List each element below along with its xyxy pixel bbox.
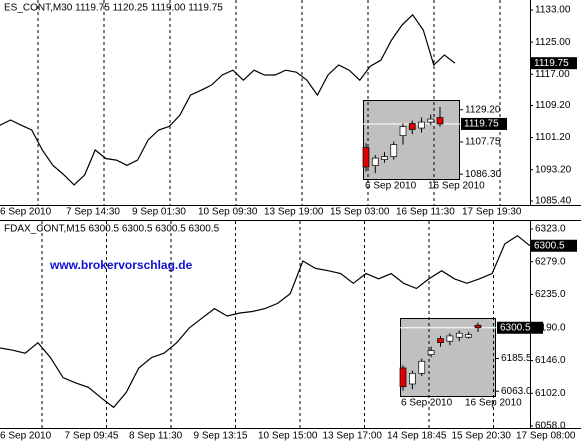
y-tick-label: 6185.5 [501,353,532,364]
candle-body [371,157,379,166]
candle-body [474,324,482,329]
y-tick-label: 6190.0 [535,323,566,334]
candle-body [381,156,388,160]
inset-panel [400,318,496,397]
x-tick-label: 6 Sep 2010 [365,181,417,192]
y-tick-label: 1093.20 [535,164,572,175]
x-tick-label: 8 Sep 11:30 [129,431,183,442]
y-tick-label: 1101.20 [535,132,571,143]
candle-body [437,338,444,343]
x-tick-label: 17 Sep 19:30 [462,207,522,218]
y-tick-label: 6323.0 [535,224,566,235]
candle-body [465,334,472,338]
x-tick-label: 6 Sep 2010 [0,207,52,218]
x-tick-label: 16 Sep 2010 [465,398,522,409]
candle-body [408,123,416,130]
x-tick-label: 13 Sep 19:00 [264,207,324,218]
x-tick-label: 9 Sep 01:30 [132,207,186,218]
x-tick-label: 10 Sep 15:00 [258,431,318,442]
x-tick-label: 6 Sep 2010 [0,431,52,442]
price-line [0,13,456,186]
candle-body [418,360,426,374]
y-tick-label: 1107.75 [465,137,501,148]
x-tick-label: 10 Sep 09:30 [198,207,258,218]
last-price-label: 6300.5 [500,322,531,333]
price-line [0,234,531,409]
x-tick-label: 15 Sep 03:00 [330,207,390,218]
candle-body [455,332,463,338]
x-tick-label: 7 Sep 14:30 [66,207,120,218]
y-tick-label: 1125.00 [535,37,571,48]
candle-body [418,121,425,129]
y-tick-label: 6146.0 [535,355,566,366]
y-tick-label: 1133.00 [535,5,571,16]
x-tick-label: 6 Sep 2010 [401,398,453,409]
candle-body [399,126,407,136]
last-price-label: 1119.75 [534,58,569,69]
watermark: www.brokervorschlag.de [49,258,193,272]
x-tick-label: 16 Sep 2010 [428,181,485,192]
candle-body [362,147,370,168]
candle-body [399,367,407,388]
y-tick-label: 1085.40 [535,196,572,207]
y-tick-label: 1129.20 [465,104,501,115]
chart-title: FDAX_CONT,M15 6300.5 6300.5 6300.5 6300.… [4,224,220,235]
chart-title: ES_CONT,M30 1119.75 1120.25 1119.00 1119… [4,3,223,14]
last-price-box [531,57,577,70]
y-tick-label: 6235.0 [535,289,566,300]
y-tick-label: 1117.00 [535,69,570,80]
last-price-box [497,321,543,334]
candle-body [436,117,444,125]
candle-body [427,350,435,355]
inset-panel [363,100,460,180]
candle-body [409,372,416,385]
last-price-box [461,117,507,130]
candle-body [446,335,454,342]
x-tick-label: 17 Sep 08:00 [516,431,576,442]
candle-body [427,118,435,123]
last-price-box [531,239,577,252]
y-tick-label: 1086.30 [465,169,502,180]
last-price-label: 6300.5 [534,240,565,251]
y-tick-label: 6279.0 [535,256,566,267]
y-tick-label: 6102.0 [535,388,566,399]
x-tick-label: 9 Sep 13:15 [194,431,248,442]
last-price-label: 1119.75 [464,119,499,130]
y-tick-label: 1109.20 [535,100,571,111]
y-tick-label: 6063.0 [501,386,532,397]
x-tick-label: 14 Sep 18:45 [387,431,447,442]
candle-body [390,144,398,157]
x-tick-label: 15 Sep 20:30 [452,431,512,442]
x-tick-label: 7 Sep 09:45 [65,431,119,442]
y-tick-label: 6058.0 [535,421,566,432]
x-tick-label: 16 Sep 11:30 [396,207,455,218]
x-tick-label: 13 Sep 17:00 [323,431,383,442]
